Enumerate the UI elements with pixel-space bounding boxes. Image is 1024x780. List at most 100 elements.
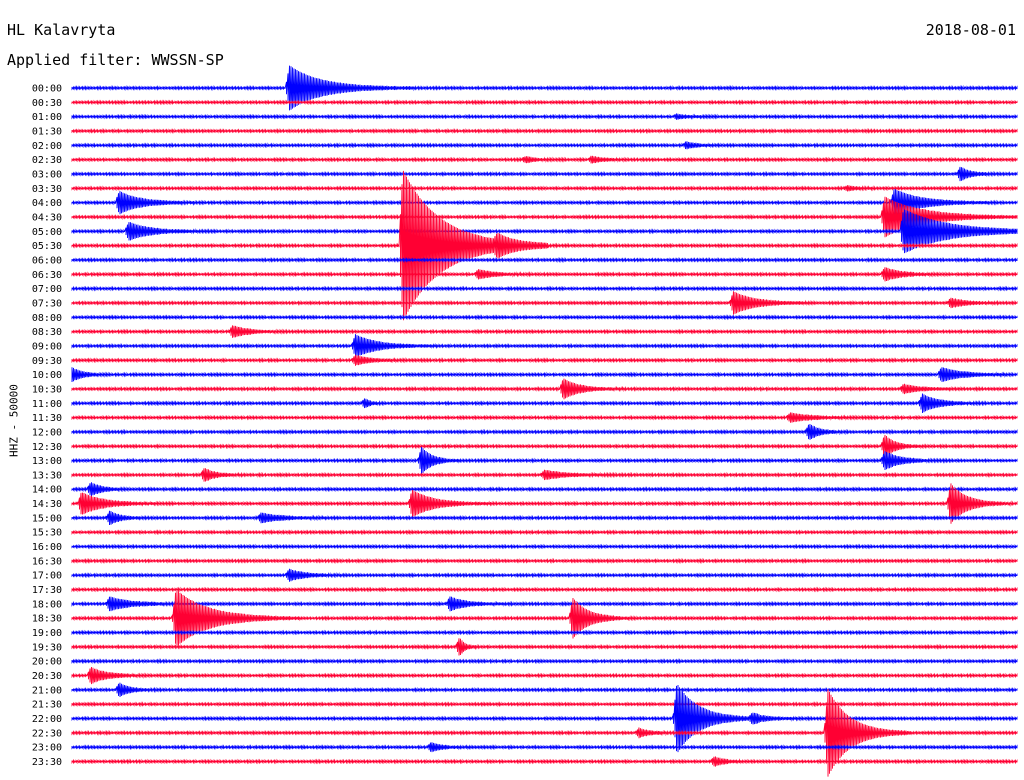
trace-line bbox=[71, 424, 1018, 440]
trace-line bbox=[71, 482, 1018, 497]
trace-line bbox=[71, 629, 1018, 636]
trace-line bbox=[71, 166, 1018, 182]
row-time-label: 17:00 bbox=[32, 571, 62, 582]
row-time-label: 04:30 bbox=[32, 212, 62, 223]
trace-line bbox=[71, 185, 1018, 192]
trace-line bbox=[71, 285, 1018, 292]
row-time-label: 10:00 bbox=[32, 370, 62, 381]
trace-line bbox=[71, 412, 1018, 423]
trace-line bbox=[71, 141, 1018, 150]
trace-line bbox=[71, 510, 1018, 526]
trace-line bbox=[71, 529, 1018, 536]
row-time-label: 08:00 bbox=[32, 313, 62, 324]
trace-line bbox=[71, 557, 1018, 564]
row-time-label: 05:30 bbox=[32, 241, 62, 252]
trace-line bbox=[71, 128, 1018, 134]
row-time-label: 23:00 bbox=[32, 743, 62, 754]
trace-line bbox=[71, 684, 1018, 753]
row-time-label: 00:30 bbox=[32, 98, 62, 109]
trace-line bbox=[71, 682, 1018, 698]
row-time-label: 22:00 bbox=[32, 714, 62, 725]
trace-line bbox=[71, 155, 1018, 164]
trace-line bbox=[71, 689, 1018, 777]
filter-subtitle: Applied filter: WWSSN-SP bbox=[7, 51, 224, 69]
date-label: 2018-08-01 bbox=[925, 21, 1016, 39]
row-time-label: 19:00 bbox=[32, 628, 62, 639]
trace-line bbox=[71, 586, 1018, 593]
trace-line bbox=[71, 543, 1018, 550]
row-time-label: 01:00 bbox=[32, 112, 62, 123]
row-time-label: 07:30 bbox=[32, 298, 62, 309]
row-time-label: 12:30 bbox=[32, 442, 62, 453]
row-time-label: 15:30 bbox=[32, 528, 62, 539]
row-time-label: 07:00 bbox=[32, 284, 62, 295]
row-time-label: 21:00 bbox=[32, 685, 62, 696]
trace-line bbox=[71, 568, 1018, 582]
trace-line bbox=[71, 701, 1018, 708]
row-time-label: 06:00 bbox=[32, 255, 62, 266]
row-time-label: 04:00 bbox=[32, 198, 62, 209]
trace-line bbox=[71, 113, 1018, 120]
row-time-label: 15:00 bbox=[32, 513, 62, 524]
row-time-label: 08:30 bbox=[32, 327, 62, 338]
trace-line bbox=[71, 196, 1018, 238]
row-time-label: 18:30 bbox=[32, 614, 62, 625]
trace-line bbox=[71, 367, 1018, 383]
row-time-label: 22:30 bbox=[32, 728, 62, 739]
trace-line bbox=[71, 742, 1018, 753]
row-time-label: 17:30 bbox=[32, 585, 62, 596]
trace-line bbox=[71, 434, 1018, 458]
trace-line bbox=[71, 638, 1018, 656]
row-time-label: 18:00 bbox=[32, 599, 62, 610]
row-time-label: 10:30 bbox=[32, 384, 62, 395]
row-time-label: 19:30 bbox=[32, 642, 62, 653]
trace-line bbox=[71, 314, 1018, 321]
row-time-label: 11:30 bbox=[32, 413, 62, 424]
trace-line bbox=[71, 99, 1018, 106]
trace-line bbox=[71, 393, 1018, 414]
row-time-label: 13:00 bbox=[32, 456, 62, 467]
row-time-label: 20:30 bbox=[32, 671, 62, 682]
row-time-label: 09:30 bbox=[32, 356, 62, 367]
row-time-label: 00:00 bbox=[32, 84, 62, 95]
row-time-label: 21:30 bbox=[32, 700, 62, 711]
trace-line bbox=[71, 65, 1018, 111]
trace-line bbox=[71, 209, 1018, 254]
trace-line bbox=[71, 658, 1018, 665]
trace-line bbox=[71, 189, 1018, 216]
row-time-label: 16:30 bbox=[32, 556, 62, 567]
trace-line bbox=[71, 267, 1018, 282]
station-title: HL Kalavryta bbox=[7, 21, 116, 39]
row-time-label: 14:00 bbox=[32, 485, 62, 496]
row-time-label: 14:30 bbox=[32, 499, 62, 510]
trace-line bbox=[71, 756, 1018, 767]
trace-line bbox=[71, 468, 1018, 482]
trace-line bbox=[71, 170, 1018, 321]
trace-line bbox=[71, 257, 1018, 263]
row-time-label: 20:00 bbox=[32, 657, 62, 668]
trace-line bbox=[71, 354, 1018, 366]
row-time-label: 09:00 bbox=[32, 341, 62, 352]
trace-line bbox=[71, 483, 1018, 524]
trace-line bbox=[71, 446, 1018, 475]
row-time-label: 02:00 bbox=[32, 141, 62, 152]
row-time-label: 02:30 bbox=[32, 155, 62, 166]
row-time-label: 03:00 bbox=[32, 169, 62, 180]
row-time-label: 11:00 bbox=[32, 399, 62, 410]
row-time-label: 13:30 bbox=[32, 470, 62, 481]
row-time-label: 12:00 bbox=[32, 427, 62, 438]
trace-line bbox=[71, 590, 1018, 647]
row-time-label: 05:00 bbox=[32, 227, 62, 238]
row-time-label: 03:30 bbox=[32, 184, 62, 195]
trace-line bbox=[71, 596, 1018, 612]
trace-line bbox=[71, 666, 1018, 685]
trace-line bbox=[71, 378, 1018, 400]
trace-line bbox=[71, 334, 1018, 358]
row-time-label: 23:30 bbox=[32, 757, 62, 768]
trace-line bbox=[71, 291, 1018, 315]
trace-line bbox=[71, 325, 1018, 338]
row-time-label: 01:30 bbox=[32, 126, 62, 137]
row-time-label: 16:00 bbox=[32, 542, 62, 553]
row-time-label: 06:30 bbox=[32, 270, 62, 281]
